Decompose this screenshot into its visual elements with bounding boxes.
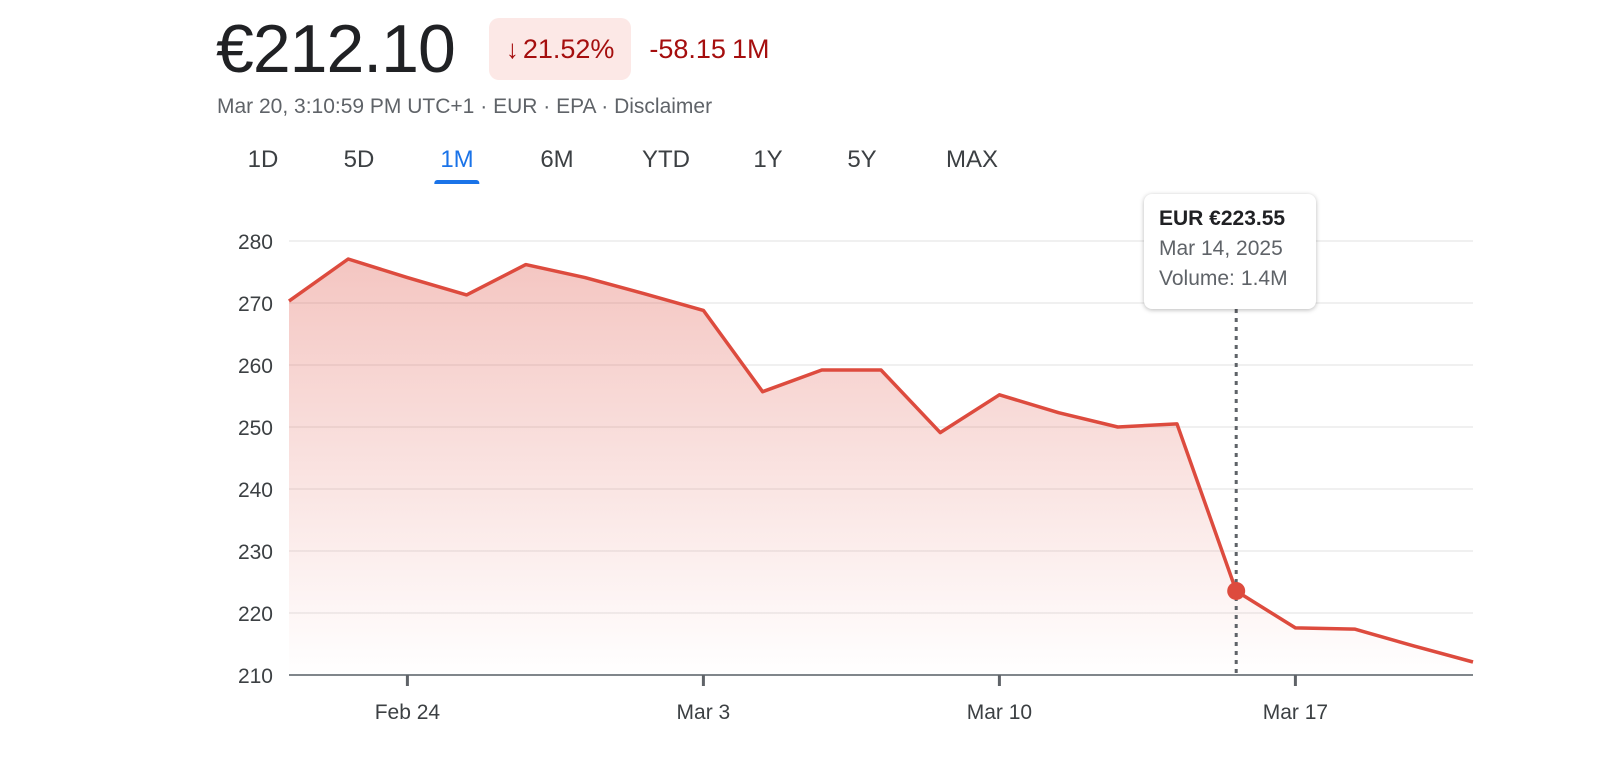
tab-max[interactable]: MAX <box>945 146 999 173</box>
change-percent-badge: ↓ 21.52% <box>488 18 632 80</box>
x-tick-label: Mar 10 <box>967 701 1032 724</box>
chart-area-fill <box>289 259 1473 675</box>
y-tick-label: 260 <box>238 355 273 378</box>
x-tick-label: Mar 3 <box>677 701 731 724</box>
x-tick-label: Mar 17 <box>1263 701 1328 724</box>
price-line <box>287 257 1474 664</box>
tab-6m[interactable]: 6M <box>540 146 574 173</box>
y-tick-label: 280 <box>238 231 273 254</box>
y-tick-label: 230 <box>238 541 273 564</box>
tooltip-price: EUR €223.55 <box>1159 207 1286 230</box>
tooltip-volume-label: Volume: <box>1159 267 1235 290</box>
tooltip-date: Mar 14, 2025 <box>1159 237 1283 260</box>
change-percent: 21.52% <box>522 33 615 64</box>
hover-point <box>1227 581 1246 600</box>
y-tick-label: 210 <box>238 665 273 688</box>
y-tick-label: 250 <box>238 417 273 440</box>
y-tick-label: 270 <box>238 293 273 316</box>
x-tick-label: Feb 24 <box>375 701 441 724</box>
y-tick-label: 220 <box>238 603 273 626</box>
tab-1m[interactable]: 1M <box>434 140 481 184</box>
separator: · <box>543 95 551 118</box>
arrow-down-icon: ↓ <box>505 33 519 64</box>
quote-meta: Mar 20, 3:10:59 PM UTC+1 · EUR · EPA · D… <box>217 95 712 119</box>
tab-ytd[interactable]: YTD <box>642 146 690 173</box>
change-absolute: -58.15 <box>649 33 726 64</box>
change-period: 1M <box>731 33 770 64</box>
tab-1d[interactable]: 1D <box>247 146 279 173</box>
tooltip-volume-value: 1.4M <box>1240 267 1288 290</box>
y-tick-label: 240 <box>238 479 273 502</box>
separator: · <box>601 95 609 118</box>
change-summary: -58.15 1M <box>649 34 769 65</box>
price-header: €212.10 ↓ 21.52% -58.15 1M <box>216 14 769 84</box>
tab-1y[interactable]: 1Y <box>753 146 783 173</box>
timestamp: Mar 20, 3:10:59 PM UTC+1 <box>217 95 475 118</box>
price-tooltip: EUR €223.55 Mar 14, 2025 Volume: 1.4M <box>1144 194 1316 309</box>
exchange: EPA <box>556 95 596 118</box>
current-price: €212.10 <box>216 11 456 87</box>
tooltip-volume: Volume: 1.4M <box>1159 267 1301 291</box>
separator: · <box>480 95 488 118</box>
tab-5y[interactable]: 5Y <box>847 146 877 173</box>
currency: EUR <box>493 95 538 118</box>
tab-5d[interactable]: 5D <box>343 146 375 173</box>
range-tabs: 1D 5D 1M 6M YTD 1Y 5Y MAX <box>0 140 1100 190</box>
disclaimer-link[interactable]: Disclaimer <box>614 95 713 118</box>
